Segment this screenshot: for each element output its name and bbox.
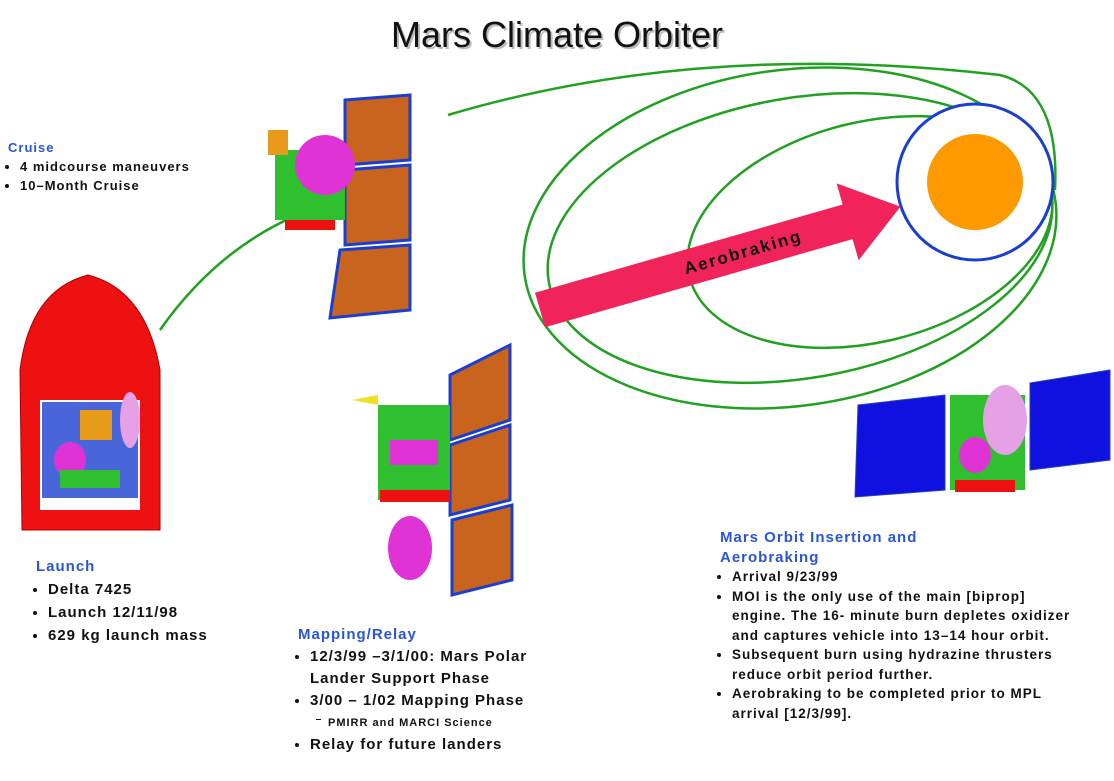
item: MOI is the only use of the main [biprop]… xyxy=(732,587,1080,646)
item: Subsequent burn using hydrazine thruster… xyxy=(732,645,1080,684)
cruise: Cruise 4 midcourse maneuvers 10–Month Cr… xyxy=(8,138,190,195)
mapping: Mapping/Relay 12/3/99 –3/1/00: Mars Pola… xyxy=(298,624,558,756)
launch: Launch Delta 7425 Launch 12/11/98 629 kg… xyxy=(36,555,208,647)
spacecraft-cruise xyxy=(268,95,410,318)
list: Delta 7425 Launch 12/11/98 629 kg launch… xyxy=(36,578,208,647)
item: Delta 7425 xyxy=(48,578,208,601)
mars xyxy=(927,134,1023,230)
item: Relay for future landers xyxy=(310,734,558,756)
title: Mars Climate Orbiter xyxy=(0,14,1114,56)
list: Arrival 9/23/99 MOI is the only use of t… xyxy=(720,567,1080,723)
item: 12/3/99 –3/1/00: Mars Polar Lander Suppo… xyxy=(310,646,558,690)
heading: Mapping/Relay xyxy=(298,624,558,646)
spacecraft-aerobraking xyxy=(855,370,1110,497)
subitem: PMIRR and MARCI Science xyxy=(310,712,558,734)
heading: Mars Orbit Insertion and Aerobraking xyxy=(720,528,1020,567)
item: 629 kg launch mass xyxy=(48,624,208,647)
item: Arrival 9/23/99 xyxy=(732,567,1080,587)
item: 3/00 – 1/02 Mapping Phase xyxy=(310,690,558,712)
list: 4 midcourse maneuvers 10–Month Cruise xyxy=(8,157,190,195)
moi: Mars Orbit Insertion and Aerobraking Arr… xyxy=(720,528,1080,723)
launch-vehicle xyxy=(20,275,160,530)
item: Launch 12/11/98 xyxy=(48,601,208,624)
spacecraft-mapping xyxy=(352,345,512,595)
slide: Aerobraking Mars Cl xyxy=(0,0,1114,781)
list: 12/3/99 –3/1/00: Mars Polar Lander Suppo… xyxy=(298,646,558,756)
item: 10–Month Cruise xyxy=(20,176,190,195)
heading: Launch xyxy=(36,555,208,578)
item: Aerobraking to be completed prior to MPL… xyxy=(732,684,1080,723)
heading: Cruise xyxy=(8,138,190,157)
item: 4 midcourse maneuvers xyxy=(20,157,190,176)
aerobraking-arrow: Aerobraking xyxy=(529,168,912,348)
